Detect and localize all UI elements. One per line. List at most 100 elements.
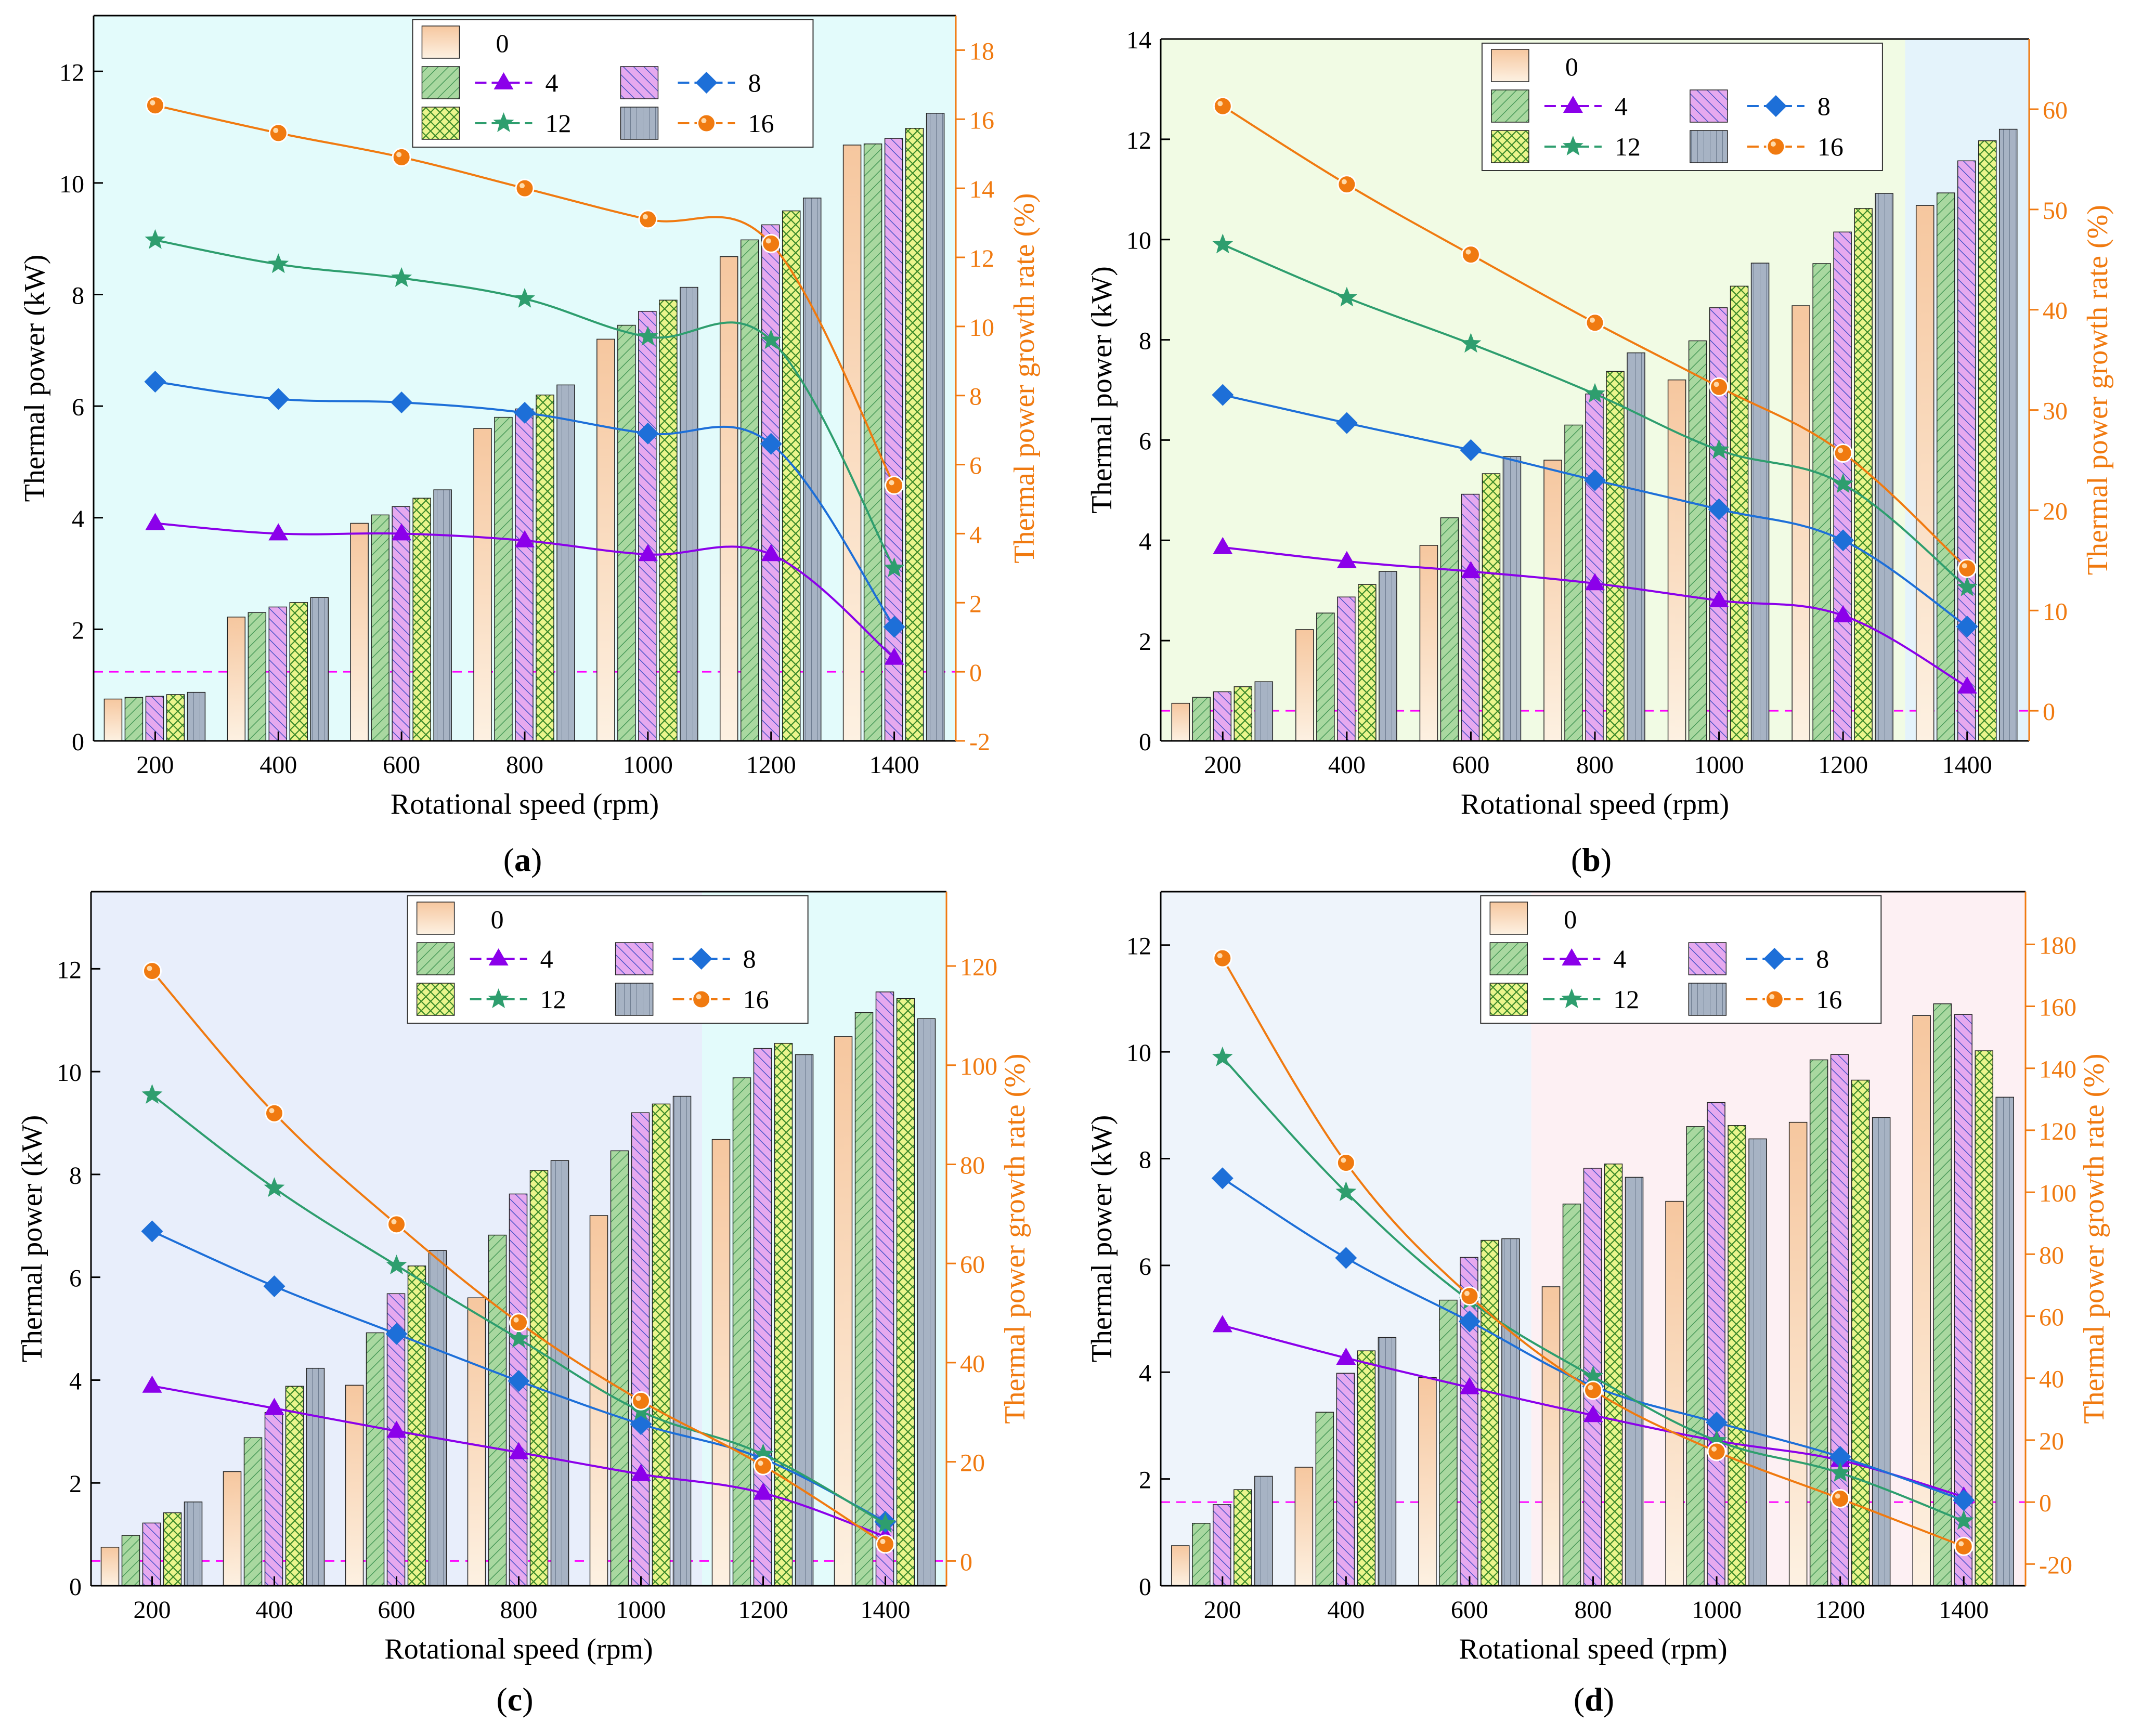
x-tick-label: 1400 — [1939, 1596, 1989, 1624]
marker-16-400 — [268, 123, 288, 143]
legend-label-12: 12 — [545, 109, 571, 138]
legend-swatch-8 — [1690, 89, 1728, 123]
bar-0-600 — [345, 1385, 364, 1586]
marker-12-1000 — [1706, 1430, 1728, 1450]
marker-8-800 — [1584, 469, 1606, 491]
x-tick-label: 1400 — [1942, 751, 1992, 779]
left-tick-label: 2 — [72, 617, 84, 644]
x-tick-label: 1200 — [1815, 1596, 1865, 1624]
y2-axis-title: Thermal power growth rate (%) — [1008, 193, 1041, 563]
legend: 0 4 8 12 16 — [412, 19, 814, 148]
left-tick-label: 12 — [57, 956, 82, 984]
legend-swatch-8 — [620, 66, 659, 99]
bar-4-1400 — [854, 1012, 874, 1586]
bar-0-400 — [1294, 1467, 1314, 1586]
bar-12-1400 — [1978, 140, 1997, 741]
left-tick-label: 0 — [72, 728, 84, 756]
bar-4-1000 — [617, 324, 636, 741]
legend: 0 4 8 12 16 — [1481, 43, 1883, 171]
legend-marker-4 — [488, 948, 509, 965]
legend-marker-16 — [1764, 989, 1784, 1009]
bar-4-1200 — [740, 239, 759, 741]
left-tick-label: 2 — [1139, 1467, 1151, 1494]
marker-12-1400 — [1956, 576, 1978, 596]
legend-swatch-4 — [416, 942, 455, 975]
marker-8-400 — [1335, 1247, 1357, 1269]
marker-4-1200 — [753, 1482, 773, 1500]
marker-12-200 — [145, 229, 166, 249]
bar-0-400 — [227, 617, 246, 741]
legend-marker-16 — [1766, 137, 1786, 156]
right-tick-label: 50 — [2043, 197, 2068, 225]
legend-marker-12 — [1561, 988, 1582, 1008]
marker-12-200 — [1212, 1046, 1233, 1066]
marker-16-1000 — [631, 1391, 651, 1411]
left-tick-label: 10 — [59, 171, 84, 198]
legend-label-8: 8 — [743, 944, 756, 973]
x-tick-label: 800 — [500, 1596, 538, 1624]
bar-0-1200 — [711, 1139, 731, 1586]
right-tick-label: 0 — [960, 1548, 972, 1576]
marker-4-400 — [1336, 551, 1357, 568]
x-tick-label: 600 — [383, 751, 420, 779]
marker-12-1400 — [884, 557, 905, 577]
marker-8-1000 — [1708, 498, 1730, 520]
marker-8-1200 — [1832, 529, 1854, 552]
bar-8-1000 — [1707, 1102, 1725, 1586]
bar-12-600 — [1481, 1239, 1499, 1586]
bar-0-200 — [103, 698, 123, 741]
bar-8-400 — [268, 606, 288, 741]
marker-8-600 — [1458, 1310, 1481, 1333]
legend-label-0: 0 — [496, 29, 509, 58]
bar-8-600 — [1461, 493, 1480, 741]
bar-16-400 — [310, 597, 329, 741]
right-tick-label: 80 — [2039, 1242, 2064, 1269]
bar-0-1400 — [1915, 205, 1935, 741]
left-tick-label: 2 — [69, 1470, 82, 1498]
left-tick-label: 0 — [69, 1573, 82, 1601]
legend: 0 4 8 12 16 — [1480, 895, 1882, 1024]
bar-16-200 — [184, 1502, 203, 1586]
marker-4-400 — [1336, 1347, 1356, 1365]
bar-16-800 — [550, 1160, 569, 1586]
marker-8-1000 — [1706, 1411, 1728, 1433]
left-tick-label: 0 — [1139, 1573, 1151, 1601]
bar-4-1400 — [1936, 192, 1955, 741]
marker-16-1200 — [1833, 443, 1853, 463]
bar-16-800 — [1627, 352, 1645, 741]
right-tick-label: 0 — [2043, 698, 2055, 726]
right-tick-label: 60 — [960, 1251, 985, 1278]
bar-4-800 — [1564, 424, 1583, 741]
bar-0-800 — [467, 1297, 486, 1586]
legend-label-4: 4 — [1615, 92, 1628, 121]
right-tick-label: -20 — [2039, 1551, 2072, 1579]
marker-4-1400 — [1957, 676, 1977, 694]
marker-12-1200 — [1833, 473, 1854, 493]
bar-0-1000 — [596, 338, 615, 741]
chart-panel-a: 0 2 4 6 8 10 12 -2 0 2 4 6 8 10 12 14 16 18 200 400 600 800 10… — [19, 15, 1041, 878]
bar-4-800 — [488, 1234, 507, 1586]
marker-16-1200 — [1831, 1489, 1850, 1509]
x-tick-label: 800 — [1576, 751, 1614, 779]
bar-12-1000 — [1728, 1125, 1746, 1586]
legend-label-4: 4 — [1613, 944, 1626, 973]
marker-4-400 — [264, 1398, 284, 1415]
legend-marker-4 — [494, 72, 514, 89]
bar-16-600 — [428, 1250, 447, 1586]
bar-16-1400 — [1995, 1097, 2014, 1586]
bar-16-600 — [1501, 1238, 1520, 1586]
marker-16-800 — [1583, 1380, 1603, 1400]
bar-16-1200 — [1875, 193, 1893, 741]
bar-8-1000 — [631, 1112, 650, 1586]
bar-4-600 — [1439, 1299, 1458, 1586]
x-tick-label: 400 — [256, 1596, 293, 1624]
x-axis-title: Rotational speed (rpm) — [1459, 1633, 1727, 1665]
left-tick-label: 8 — [72, 282, 84, 310]
legend-label-16: 16 — [1818, 132, 1844, 161]
right-tick-label: 10 — [2043, 598, 2068, 625]
marker-12-1000 — [637, 325, 658, 346]
marker-16-1400 — [1957, 558, 1977, 578]
bar-4-600 — [371, 514, 390, 741]
bar-16-800 — [556, 384, 575, 741]
marker-16-800 — [509, 1313, 528, 1333]
